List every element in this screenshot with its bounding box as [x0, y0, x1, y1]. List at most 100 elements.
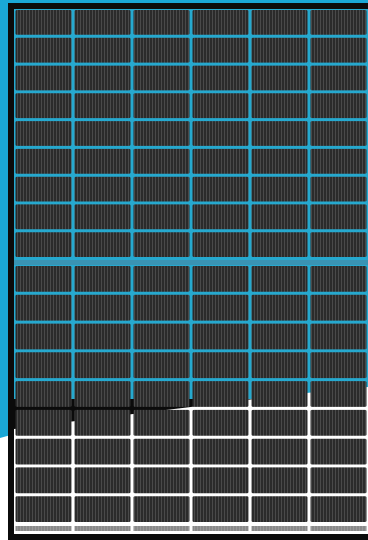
solar-cell: [251, 266, 308, 292]
busbar-group: [14, 260, 368, 531]
solar-cell: [133, 323, 190, 350]
solar-cell: [74, 323, 131, 350]
solar-cell: [251, 496, 308, 522]
panel-center-busbar: [14, 260, 368, 265]
solar-cell: [133, 37, 190, 63]
solar-cell: [310, 438, 367, 465]
solar-cell: [74, 93, 131, 119]
solar-cell: [310, 496, 367, 522]
solar-cell: [192, 93, 249, 119]
solar-cell: [310, 37, 367, 63]
solar-cell: [251, 467, 308, 494]
solar-cell: [133, 176, 190, 202]
solar-cell: [310, 176, 367, 202]
solar-cell: [251, 65, 308, 91]
solar-cell: [133, 204, 190, 230]
solar-cell: [192, 496, 249, 522]
solar-cell: [192, 65, 249, 91]
solar-cell: [74, 232, 131, 257]
solar-cell: [192, 204, 249, 230]
solar-cell: [15, 148, 72, 174]
solar-cell: [133, 266, 190, 292]
solar-cell: [74, 204, 131, 230]
solar-cell: [251, 176, 308, 202]
solar-cell: [192, 381, 249, 407]
solar-cell: [15, 176, 72, 202]
solar-cell: [310, 93, 367, 119]
solar-cell: [310, 409, 367, 436]
solar-cell: [15, 10, 72, 35]
solar-cell: [251, 93, 308, 119]
solar-cell: [74, 467, 131, 494]
solar-cell: [15, 266, 72, 292]
cell-group: [15, 10, 367, 522]
solar-cell: [310, 467, 367, 494]
solar-cell: [133, 294, 190, 321]
solar-cell: [310, 323, 367, 350]
solar-cell: [15, 93, 72, 119]
solar-cell: [133, 65, 190, 91]
solar-cell: [133, 496, 190, 522]
solar-cell: [192, 148, 249, 174]
solar-cell: [74, 176, 131, 202]
solar-cell: [310, 381, 367, 407]
solar-cell: [192, 232, 249, 257]
solar-cell: [15, 323, 72, 350]
solar-cell: [251, 381, 308, 407]
solar-cell: [251, 352, 308, 379]
solar-cell: [251, 37, 308, 63]
solar-cell: [74, 37, 131, 63]
solar-cell: [15, 37, 72, 63]
solar-cell-grid: [14, 9, 368, 534]
solar-cell: [310, 232, 367, 257]
solar-cell: [15, 204, 72, 230]
solar-cell: [251, 438, 308, 465]
solar-cell: [74, 266, 131, 292]
solar-cell: [192, 266, 249, 292]
cell-terminal-strip: [310, 526, 367, 531]
solar-cell: [15, 121, 72, 146]
solar-cell: [133, 409, 190, 436]
solar-cell: [133, 148, 190, 174]
solar-cell: [15, 352, 72, 379]
solar-cell: [133, 381, 190, 407]
solar-cell: [192, 323, 249, 350]
solar-cell: [15, 232, 72, 257]
solar-cell: [192, 294, 249, 321]
solar-cell: [251, 409, 308, 436]
solar-cell: [192, 438, 249, 465]
cell-terminal-strip: [133, 526, 190, 531]
solar-cell: [74, 10, 131, 35]
solar-cell: [251, 204, 308, 230]
solar-cell: [251, 121, 308, 146]
solar-cell: [74, 409, 131, 436]
solar-cell: [74, 148, 131, 174]
solar-cell: [310, 352, 367, 379]
solar-cell: [74, 121, 131, 146]
solar-cell: [74, 352, 131, 379]
solar-cell: [74, 438, 131, 465]
solar-cell: [310, 204, 367, 230]
solar-cell: [133, 121, 190, 146]
solar-cell: [310, 148, 367, 174]
solar-cell: [192, 176, 249, 202]
solar-cell: [310, 294, 367, 321]
solar-cell: [133, 232, 190, 257]
solar-cell: [192, 37, 249, 63]
solar-cell: [192, 352, 249, 379]
cell-terminal-strip: [15, 526, 72, 531]
solar-cell: [15, 294, 72, 321]
cell-terminal-strip: [74, 526, 131, 531]
solar-cell: [74, 381, 131, 407]
cell-terminal-strip: [192, 526, 249, 531]
grid-gap-fill-top: [14, 9, 368, 399]
solar-cell: [192, 467, 249, 494]
solar-cell: [74, 496, 131, 522]
solar-cell: [74, 65, 131, 91]
solar-cell: [15, 409, 72, 436]
solar-cell: [192, 121, 249, 146]
solar-cell: [310, 266, 367, 292]
solar-cell: [74, 294, 131, 321]
solar-cell: [15, 65, 72, 91]
